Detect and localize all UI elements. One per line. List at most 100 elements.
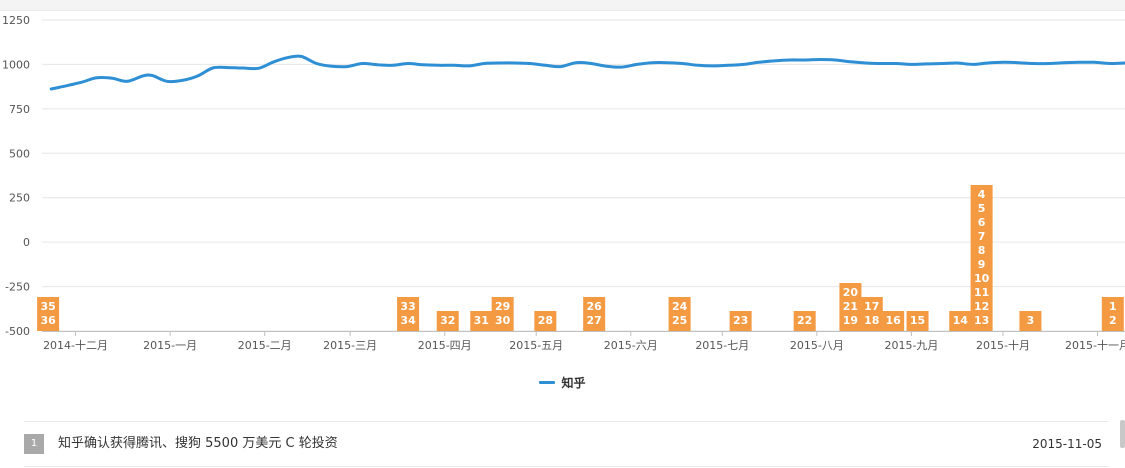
event-flag-box (470, 311, 493, 331)
event-flag[interactable]: 14 (949, 311, 972, 331)
event-flag[interactable]: 22 (793, 311, 816, 331)
event-flag-label: 20 (843, 286, 859, 299)
event-flag-label: 8 (978, 244, 986, 257)
event-flag-label: 14 (953, 314, 969, 327)
event-flag[interactable]: 32 (436, 311, 459, 331)
event-flag-box (949, 311, 972, 331)
x-tick-label: 2015-十一月 (1065, 338, 1125, 352)
news-date: 2015-11-05 (1032, 437, 1102, 451)
event-flag-box (906, 311, 929, 331)
y-tick-label: 500 (9, 147, 30, 160)
x-tick-label: 2015-九月 (884, 339, 938, 352)
event-flag-label: 4 (978, 188, 986, 201)
event-flag-label: 5 (978, 202, 986, 215)
event-flag-box (970, 185, 993, 331)
event-flag[interactable]: 16 (882, 311, 905, 331)
event-flag-box (793, 311, 816, 331)
y-tick-label: -250 (5, 281, 30, 294)
event-flag-label: 18 (864, 314, 879, 327)
event-flag-box (860, 297, 883, 331)
x-tick-label: 2015-四月 (418, 339, 472, 352)
y-axis-labels: 1250 1000 750 500 250 0 -250 -500 (2, 14, 30, 338)
series-line (49, 54, 1125, 91)
event-flag-box (583, 297, 606, 331)
event-flag-label: 31 (474, 314, 489, 327)
event-flag-label: 24 (672, 300, 688, 313)
event-flag-box (37, 297, 60, 331)
series-line-zhihu (49, 54, 1125, 91)
event-flag-box (1019, 311, 1042, 331)
event-flag[interactable]: 3 (1019, 311, 1042, 331)
event-flag-label: 23 (733, 314, 748, 327)
event-flag-box (534, 311, 557, 331)
event-flag-label: 2 (1109, 314, 1117, 327)
top-bar (0, 0, 1125, 11)
legend-label: 知乎 (561, 376, 586, 390)
event-flag-label: 11 (974, 286, 989, 299)
event-flag-label: 32 (440, 314, 455, 327)
legend: 知乎 (0, 373, 1125, 391)
y-tick-label: 1000 (2, 58, 30, 71)
event-flag-label: 6 (978, 216, 986, 229)
event-flag-label: 27 (587, 314, 602, 327)
event-flag-label: 17 (864, 300, 879, 313)
x-tick-label: 2014-十二月 (43, 338, 108, 352)
news-title-link[interactable]: 知乎确认获得腾讯、搜狗 5500 万美元 C 轮投资 (58, 436, 338, 451)
event-flag-label: 16 (885, 314, 901, 327)
event-flag-box (882, 311, 905, 331)
event-flag-label: 30 (495, 314, 511, 327)
event-flag[interactable]: 28 (534, 311, 557, 331)
legend-item-zhihu[interactable]: 知乎 (539, 374, 586, 391)
y-tick-label: 250 (9, 192, 30, 205)
event-flag-label: 15 (910, 314, 925, 327)
x-tick-label: 2015-十月 (976, 338, 1030, 352)
event-flag-label: 29 (495, 300, 510, 313)
event-flag-label: 26 (587, 300, 603, 313)
event-flag-label: 36 (40, 314, 56, 327)
x-tick-label: 2015-五月 (509, 339, 563, 352)
line-chart: 1250 1000 750 500 250 0 -250 -500 2014-十二月 2015-… (2, 14, 1125, 352)
event-flag-label: 19 (843, 314, 858, 327)
event-flag[interactable]: 23 (729, 311, 752, 331)
event-flag-label: 28 (538, 314, 553, 327)
x-tick-label: 2015-三月 (323, 339, 377, 352)
news-list-item: 1 知乎确认获得腾讯、搜狗 5500 万美元 C 轮投资 2015-11-05 (24, 421, 1108, 467)
y-tick-label: 750 (9, 103, 30, 116)
event-flag-box (436, 311, 459, 331)
scrollbar[interactable] (1120, 420, 1125, 448)
event-flag-label: 33 (400, 300, 415, 313)
event-flag-box (397, 297, 420, 331)
event-flag-label: 22 (797, 314, 812, 327)
event-flag-label: 21 (843, 300, 858, 313)
event-flag-label: 35 (40, 300, 55, 313)
y-tick-label: 0 (23, 236, 30, 249)
event-flag-label: 9 (978, 258, 986, 271)
news-index-badge: 1 (24, 434, 44, 454)
event-flag-box (1101, 297, 1124, 331)
y-tick-label: -500 (5, 325, 30, 338)
event-flag[interactable]: 12 (1101, 297, 1124, 331)
event-flag-box (839, 283, 862, 331)
grid-lines (42, 19, 1125, 332)
event-flag-label: 12 (974, 300, 989, 313)
event-flag-label: 3 (1027, 314, 1035, 327)
event-flag[interactable]: 31 (470, 311, 493, 331)
event-flag-box (729, 311, 752, 331)
event-flag[interactable]: 15 (906, 311, 929, 331)
event-flag-box (668, 297, 691, 331)
event-flag-label: 10 (974, 272, 990, 285)
event-flag-label: 7 (978, 230, 986, 243)
event-flag-label: 25 (672, 314, 687, 327)
x-axis: 2014-十二月 2015-一月 2015-二月 2015-三月 2015-四月 2015… (42, 331, 1125, 352)
x-tick-label: 2015-一月 (143, 339, 197, 352)
x-tick-label: 2015-七月 (695, 339, 749, 352)
